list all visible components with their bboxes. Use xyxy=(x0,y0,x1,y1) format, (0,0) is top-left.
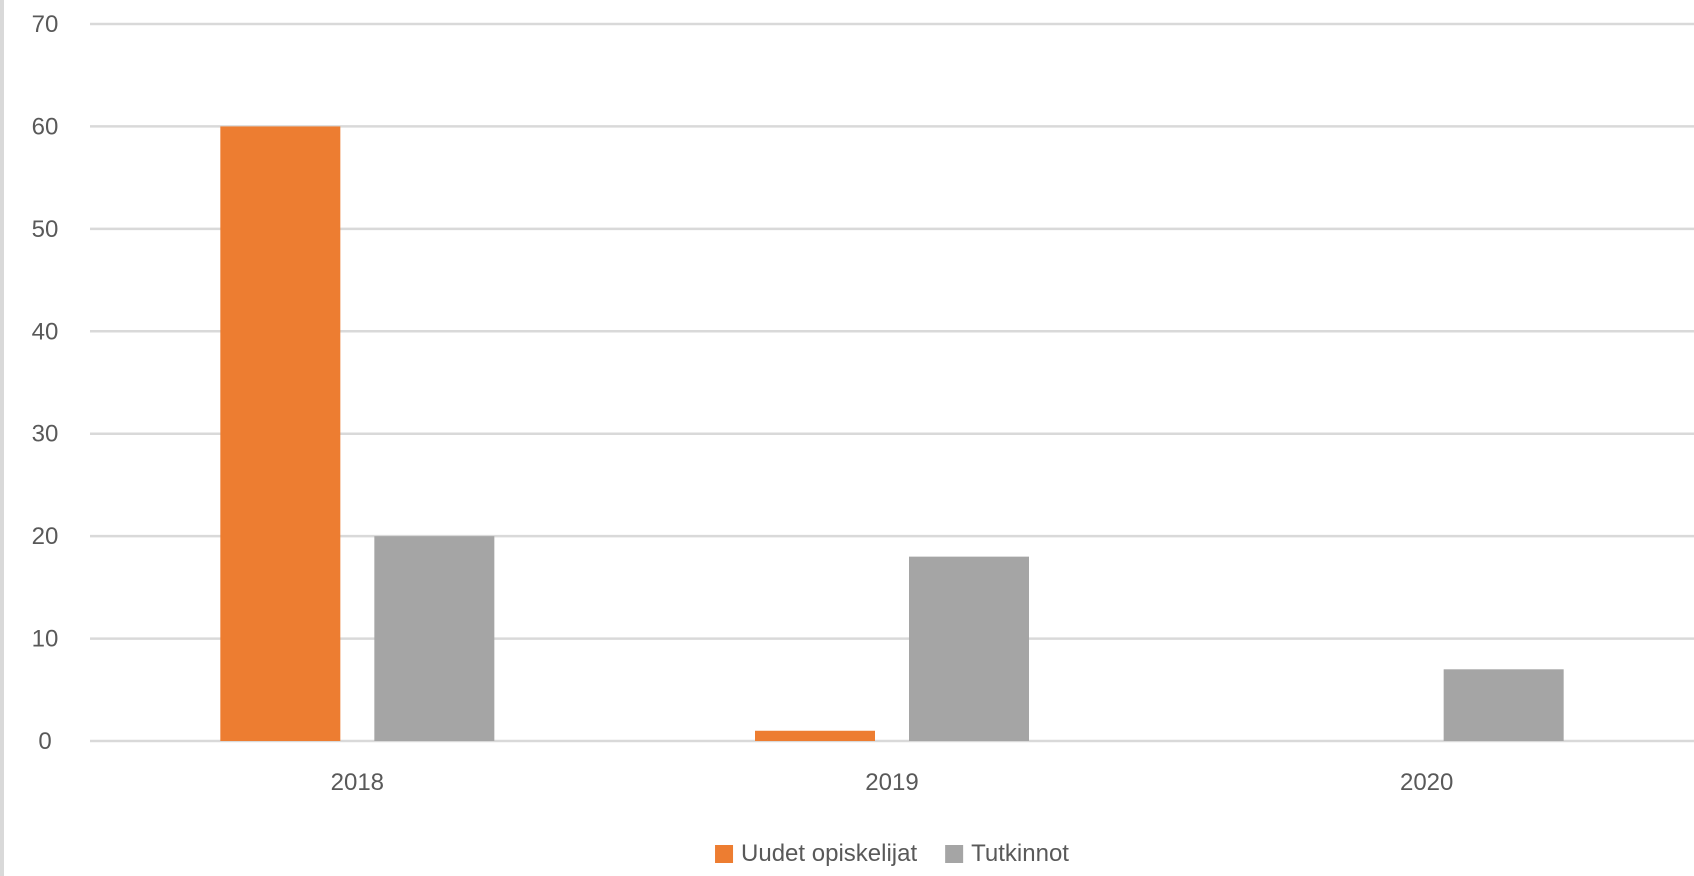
y-tick-label-30: 30 xyxy=(32,421,59,448)
legend-label-tutkinnot: Tutkinnot xyxy=(971,840,1069,867)
bar-tutkinnot-2018 xyxy=(374,536,495,741)
chart-frame-edge xyxy=(0,0,4,876)
x-tick-label-2019: 2019 xyxy=(865,769,918,796)
bar-uudet-opiskelijat-2019 xyxy=(755,730,875,741)
y-axis-tick-labels: 0 10 20 30 40 50 60 70 xyxy=(32,11,59,755)
bar-uudet-opiskelijat-2018 xyxy=(220,126,341,741)
x-tick-label-2018: 2018 xyxy=(331,769,384,796)
legend-swatch-tutkinnot xyxy=(945,845,964,863)
y-tick-label-20: 20 xyxy=(32,523,59,550)
y-tick-label-50: 50 xyxy=(32,216,59,243)
y-tick-label-60: 60 xyxy=(32,113,59,140)
y-tick-label-10: 10 xyxy=(32,626,59,653)
x-tick-label-2020: 2020 xyxy=(1400,769,1453,796)
y-tick-label-0: 0 xyxy=(38,728,51,755)
bars xyxy=(220,126,1564,741)
legend: Uudet opiskelijat Tutkinnot xyxy=(715,840,1069,867)
legend-swatch-uudet-opiskelijat xyxy=(715,845,734,863)
gridlines xyxy=(90,22,1694,743)
bar-tutkinnot-2019 xyxy=(909,556,1029,741)
y-tick-label-70: 70 xyxy=(32,11,59,38)
y-tick-label-40: 40 xyxy=(32,318,59,345)
legend-label-uudet-opiskelijat: Uudet opiskelijat xyxy=(741,840,917,867)
x-axis-tick-labels: 2018 2019 2020 xyxy=(331,769,1454,796)
bar-tutkinnot-2020 xyxy=(1443,669,1564,741)
